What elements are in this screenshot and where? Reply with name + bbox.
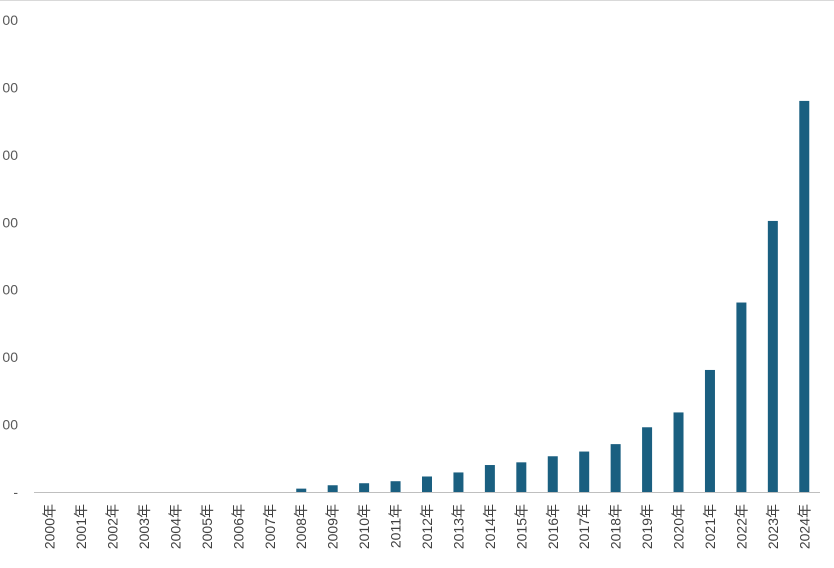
bar <box>453 472 464 492</box>
bar <box>296 488 307 492</box>
x-tick-label: 2017年 <box>576 504 592 549</box>
bar <box>579 451 590 492</box>
x-tick-label: 2000年 <box>42 504 58 549</box>
bar <box>484 465 495 492</box>
bar <box>547 456 558 492</box>
bar <box>704 369 715 492</box>
x-tick-label: 2007年 <box>262 504 278 549</box>
x-tick-label: 2021年 <box>702 504 718 549</box>
x-tick-label: 2004年 <box>167 504 183 549</box>
y-tick-label: 00 <box>2 12 18 28</box>
y-tick-label: 00 <box>2 79 18 95</box>
x-tick-label: 2012年 <box>419 504 435 549</box>
bar <box>642 427 653 492</box>
bar <box>390 481 401 492</box>
x-tick-label: 2011年 <box>388 504 404 548</box>
y-tick-label: 00 <box>2 417 18 433</box>
x-tick-label: 2013年 <box>450 504 466 549</box>
x-tick-label: 2001年 <box>73 504 89 549</box>
bar <box>327 485 338 492</box>
bar <box>799 100 810 493</box>
y-tick-label: 00 <box>2 282 18 298</box>
x-tick-label: 2006年 <box>230 504 246 549</box>
bar <box>736 302 747 492</box>
x-tick-label: 2009年 <box>325 504 341 549</box>
x-tick-label: 2010年 <box>356 504 372 549</box>
x-tick-label: 2016年 <box>545 504 561 549</box>
y-tick-label: - <box>13 484 18 500</box>
x-tick-label: 2018年 <box>608 504 624 549</box>
x-tick-label: 2008年 <box>293 504 309 549</box>
x-tick-label: 2022年 <box>733 504 749 549</box>
bar <box>610 444 621 492</box>
x-tick-label: 2015年 <box>513 504 529 549</box>
bar <box>767 220 778 493</box>
y-tick-label: 00 <box>2 147 18 163</box>
x-tick-label: 2024年 <box>796 504 812 549</box>
x-tick-label: 2014年 <box>482 504 498 549</box>
bars-group <box>296 100 810 493</box>
x-tick-label: 2019年 <box>639 504 655 549</box>
x-tick-label: 2003年 <box>136 504 152 549</box>
bar <box>516 462 527 492</box>
bar <box>422 476 432 492</box>
x-tick-label: 2020年 <box>671 504 687 549</box>
y-tick-label: 00 <box>2 214 18 230</box>
x-tick-label: 2002年 <box>105 504 121 549</box>
x-axis-labels: 2000年 2001年 2002年 2003年 2004年 2005年 2006年 2007年… <box>42 504 813 549</box>
y-axis: - 00 00 00 00 00 00 00 <box>2 12 18 500</box>
bar <box>673 412 684 492</box>
bar <box>359 483 370 492</box>
y-tick-label: 00 <box>2 349 18 365</box>
x-tick-label: 2005年 <box>199 504 215 549</box>
x-tick-label: 2023年 <box>765 504 781 549</box>
